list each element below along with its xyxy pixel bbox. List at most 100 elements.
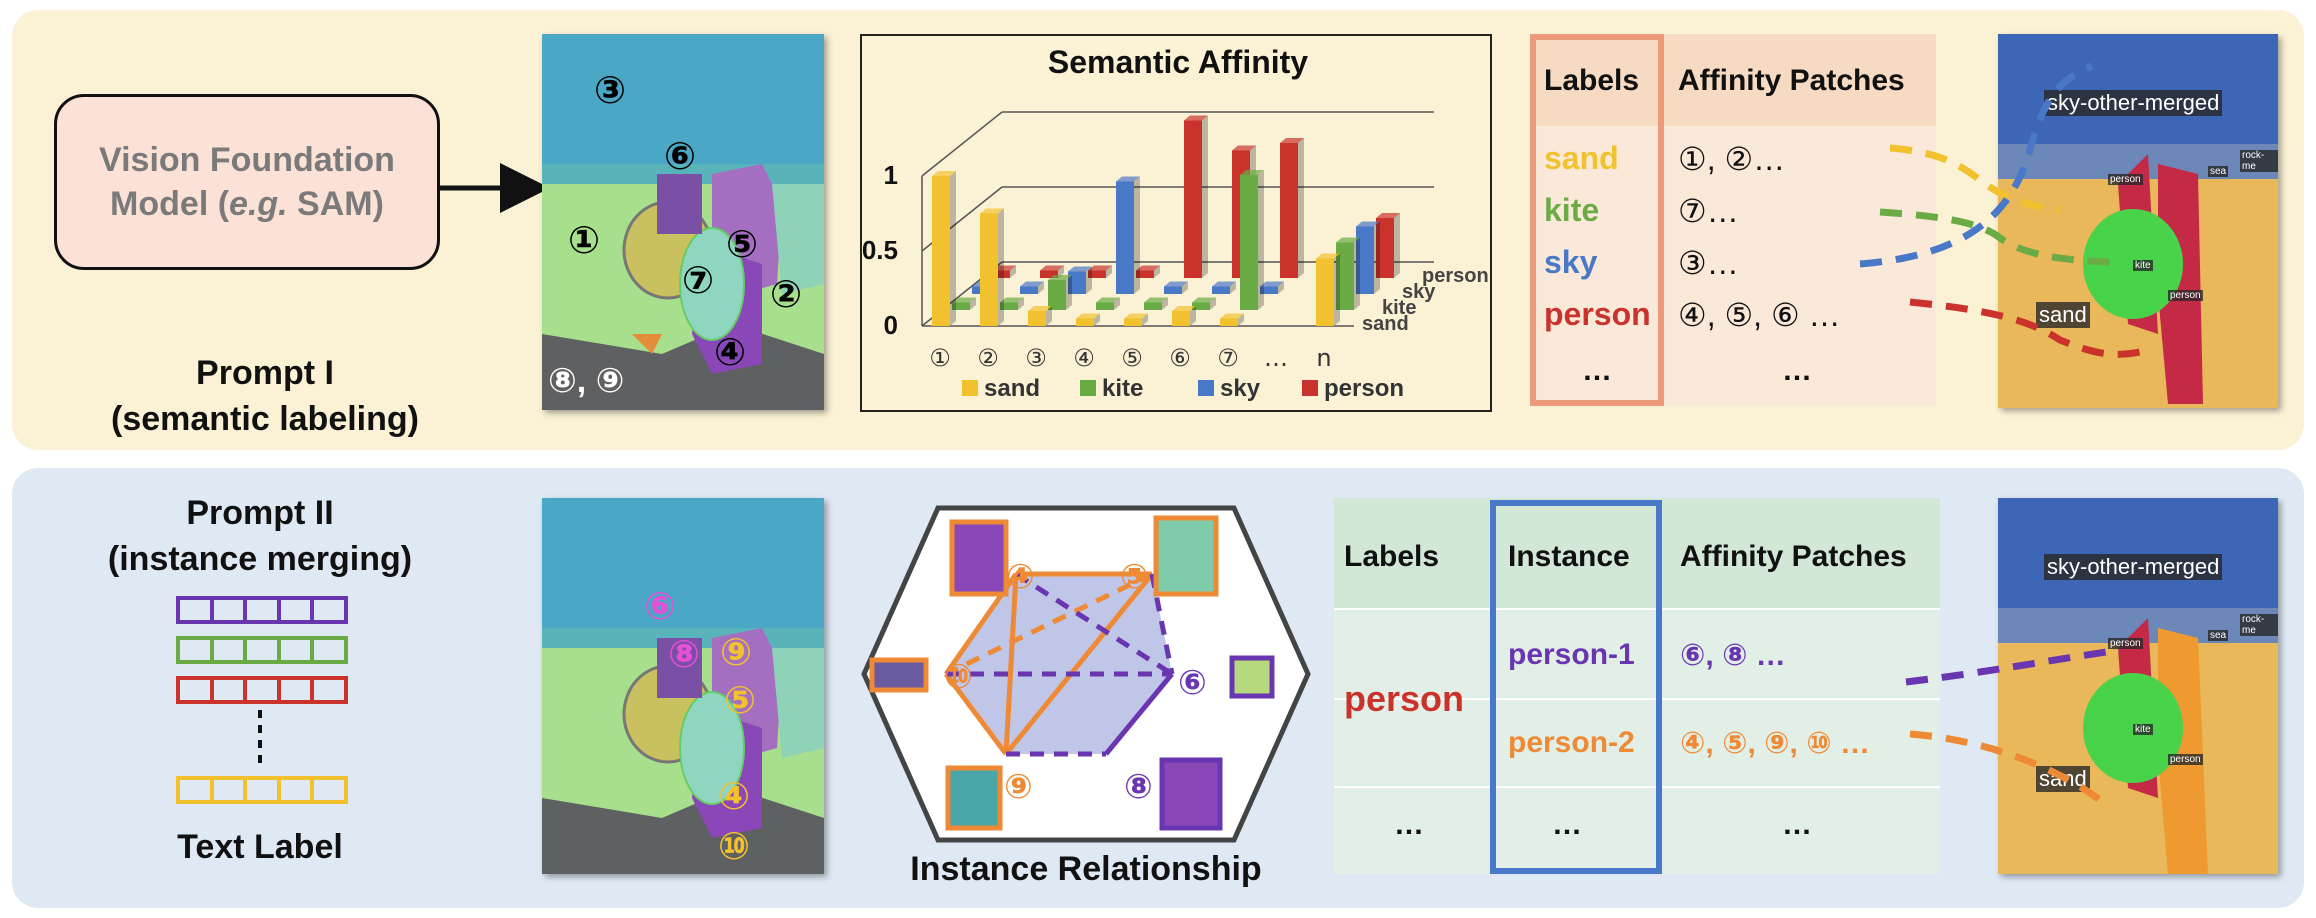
seg-number-1: ①	[568, 220, 601, 262]
photo2-label-sea: sea	[2208, 630, 2229, 641]
bar-top-sky-4	[1164, 281, 1188, 287]
seg-number-7: ⑦	[682, 260, 715, 302]
bar-kite-8	[1336, 242, 1354, 310]
photo2-label-kite: kite	[2133, 724, 2153, 735]
instance-number-8: ⑧	[668, 634, 701, 676]
bar-top-sand-1	[980, 208, 1004, 214]
bar-side-person-3	[1154, 265, 1160, 278]
chart-xtick-3: ④	[1073, 344, 1095, 372]
bar-side-sky-2	[1086, 266, 1092, 294]
chart-xtick-5: ⑥	[1169, 344, 1191, 372]
semantic-result-photo: sky-other-merged sand person kite person…	[1998, 34, 2278, 408]
bar-side-kite-3	[1114, 297, 1120, 310]
chart-xtick-8: n	[1316, 344, 1331, 372]
table2-header-labels: Labels	[1344, 540, 1440, 573]
bar-top-sand-2	[1028, 306, 1052, 311]
bar-side-kite-8	[1354, 237, 1360, 310]
series-label-sand: sand	[1362, 313, 1409, 335]
bar-person-1	[1040, 270, 1058, 278]
bar-top-sand-5	[1172, 306, 1196, 311]
table2-patches-person-1: ⑥, ⑧ …	[1680, 639, 1786, 672]
photo-label-sea: sea	[2208, 166, 2229, 177]
table2-header-instance: Instance	[1508, 540, 1630, 573]
embedding-bar-red	[176, 676, 348, 704]
photo-label-sky: sky-other-merged	[2044, 90, 2223, 116]
bar-sky-8	[1356, 226, 1374, 294]
seg-number-5: ⑤	[726, 224, 759, 266]
bar-sky-2	[1068, 271, 1086, 294]
row-label-sky: sky	[1544, 244, 1598, 280]
bar-top-person-5	[1232, 145, 1256, 151]
chart-title: Semantic Affinity	[1047, 44, 1309, 80]
chart-xtick-1: ②	[977, 344, 999, 372]
series-label-kite: kite	[1382, 297, 1416, 319]
table2-label-person: person	[1344, 678, 1465, 719]
patch-9-thumb	[945, 765, 1003, 831]
hex-number-4: ④	[1006, 558, 1035, 596]
bar-person-8	[1376, 218, 1394, 278]
legend-label-sky: sky	[1220, 375, 1261, 402]
semantic-affinity-chart: Semantic Affinity 0 0.5 1 person sky kite sand…	[860, 34, 1492, 412]
instance-relationship-graph	[861, 505, 1311, 843]
series-label-person: person	[1422, 265, 1489, 287]
embedding-bar-green	[176, 636, 348, 664]
bar-top-person-8	[1376, 213, 1400, 218]
bar-top-kite-0	[952, 297, 976, 303]
bar-sky-1	[1020, 286, 1038, 294]
bar-side-person-2	[1106, 265, 1112, 278]
bar-side-sand-8	[1334, 253, 1340, 326]
edge-5-9	[1004, 572, 1154, 756]
bar-top-sand-4	[1124, 313, 1148, 319]
embedding-bar-purple	[176, 596, 348, 624]
bar-side-sky-5	[1230, 281, 1236, 294]
bar-top-sand-3	[1076, 313, 1100, 319]
hex-number-6: ⑥	[1178, 664, 1207, 702]
bar-top-kite-3	[1096, 297, 1120, 303]
table2-patches-person-2: ④, ⑤, ⑨, ⑩ …	[1680, 727, 1870, 760]
bar-top-kite-6	[1240, 170, 1264, 175]
bar-side-sand-3	[1094, 313, 1100, 326]
instance-segmentation-image: ⑥ ⑧ ⑨ ⑤ ④ ⑩	[542, 498, 824, 874]
row-patches-ellipsis: …	[1782, 354, 1812, 387]
prompt-i-label: Prompt I (semantic labeling)	[111, 354, 419, 438]
edge-4-6	[1014, 571, 1174, 677]
chart-ytick-2: 1	[884, 160, 898, 190]
bar-sky-6	[1260, 286, 1278, 294]
bar-kite-5	[1192, 302, 1210, 310]
seg-number-8-9: ⑧, ⑨	[548, 362, 625, 400]
bar-sand-0	[932, 176, 950, 326]
row-label-sand: sand	[1544, 140, 1619, 176]
edge-5-6	[1149, 573, 1175, 675]
bar-side-person-4	[1202, 115, 1208, 278]
legend-swatch-kite	[1080, 380, 1096, 396]
embedding-bar-yellow	[176, 776, 348, 804]
bar-top-person-2	[1088, 265, 1112, 271]
photo-label-rock: rock-me	[2240, 150, 2278, 172]
instance-number-6: ⑥	[644, 586, 677, 628]
instance-table: Labels Instance Affinity Patches person …	[1334, 498, 1940, 874]
bar-side-kite-0	[970, 297, 976, 310]
bar-sand-3	[1076, 318, 1094, 326]
seg-number-4: ④	[714, 332, 747, 374]
patch-4-thumb	[949, 519, 1009, 597]
bar-kite-3	[1096, 302, 1114, 310]
table2-label-ellipsis: …	[1394, 808, 1424, 841]
legend-label-person: person	[1324, 375, 1404, 402]
bar-sky-3	[1116, 181, 1134, 294]
bar-sand-2	[1028, 311, 1046, 326]
legend-label-sand: sand	[984, 375, 1040, 402]
row-patches-sand: ①, ②…	[1678, 141, 1786, 177]
legend-swatch-sky	[1198, 380, 1214, 396]
instance-number-5: ⑤	[724, 680, 757, 722]
bar-top-person-3	[1136, 265, 1160, 271]
vfm-title-line1: Vision Foundation	[99, 141, 395, 179]
bar-sand-5	[1172, 311, 1190, 326]
bar-top-sky-3	[1116, 176, 1140, 182]
sam-segmentation-image: ③ ⑥ ① ⑤ ⑦ ② ④ ⑧, ⑨	[542, 34, 824, 410]
bar-side-person-8	[1394, 213, 1400, 278]
instance-relationship-caption: Instance Relationship	[910, 850, 1262, 888]
